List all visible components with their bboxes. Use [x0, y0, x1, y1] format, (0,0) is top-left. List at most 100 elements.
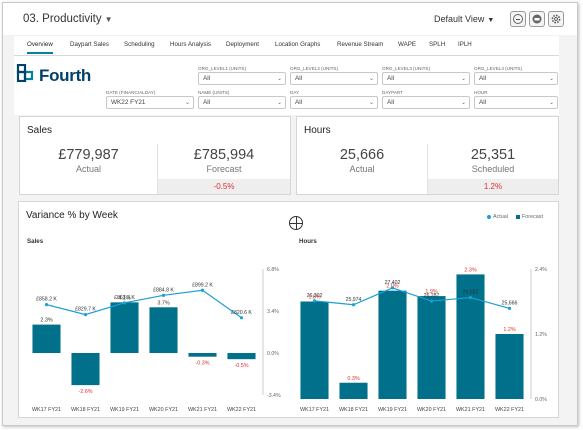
tab-daypart-sales[interactable]: Daypart Sales — [70, 41, 109, 48]
bar — [227, 353, 256, 360]
chevron-down-icon: ⌄ — [276, 76, 282, 82]
date-select[interactable]: WK22 FY21 ⌄ — [106, 96, 194, 109]
view-label: Default View — [434, 14, 485, 24]
tab-hours-analysis[interactable]: Hours Analysis — [170, 41, 211, 48]
tab-splh[interactable]: SPLH — [429, 41, 446, 48]
org-level2-value: All — [295, 75, 303, 82]
sales-chart-title: Sales — [27, 238, 44, 245]
y-tick-label: 0.0% — [267, 351, 279, 357]
line-data-label: £858.2 K — [36, 297, 57, 303]
chevron-down-icon: ▼ — [487, 17, 495, 24]
line-data-label: £829.7 K — [75, 307, 96, 313]
daypart-label: DAYPART — [382, 90, 403, 95]
y-tick-label: -3.4% — [267, 393, 281, 399]
line-data-label: £884.8 K — [153, 287, 174, 293]
x-tick-label: WK19 FY21 — [378, 407, 407, 413]
org-level2-select[interactable]: All ⌄ — [290, 72, 378, 85]
chevron-down-icon: ▼ — [104, 15, 113, 24]
tab-revenue-stream[interactable]: Revenue Stream — [337, 41, 384, 48]
org-level3-label: ORG_LEVEL3 (UNITS) — [382, 66, 430, 71]
tab-deployment[interactable]: Deployment — [226, 41, 260, 48]
bar-data-label: 0.3% — [347, 376, 359, 382]
sales-actual-label: Actual — [75, 164, 101, 174]
actual-series-line — [46, 289, 242, 319]
org-level4-label: ORG_LEVEL4 (UNITS) — [474, 66, 522, 71]
org-level4-select[interactable]: All ⌄ — [474, 72, 558, 85]
minus-circle-button[interactable] — [510, 11, 526, 27]
bar-data-label: 1.2% — [503, 327, 515, 333]
name-value: All — [203, 99, 211, 106]
day-label: DAY — [290, 90, 300, 95]
tab-scheduling[interactable]: Scheduling — [124, 41, 155, 48]
org-level1-value: All — [203, 75, 211, 82]
line-point — [83, 313, 88, 317]
name-select[interactable]: All ⌄ — [198, 96, 286, 109]
bar-data-label: 1.8% — [308, 295, 320, 301]
daypart-select[interactable]: All ⌄ — [382, 96, 470, 109]
date-label: DATE (FINANCIALDAY) — [106, 90, 156, 95]
bar-data-label: 3.7% — [157, 300, 169, 306]
hour-select[interactable]: All ⌄ — [474, 96, 558, 109]
view-selector[interactable]: Default View ▼ — [434, 14, 494, 24]
chevron-down-icon: ⌄ — [460, 76, 466, 82]
print-button[interactable] — [529, 11, 545, 27]
hours-variance: 1.2% — [428, 179, 558, 194]
bar — [456, 274, 485, 399]
hours-actual-value: 25,666 — [339, 147, 385, 163]
chevron-down-icon: ⌄ — [184, 100, 190, 106]
org-level3-select[interactable]: All ⌄ — [382, 72, 470, 85]
line-point — [351, 303, 356, 307]
line-point — [44, 303, 49, 307]
x-tick-label: WK20 FY21 — [417, 407, 446, 413]
line-data-label: 26,582 — [463, 290, 479, 296]
fourth-logo-text: Fourth — [39, 66, 92, 85]
tab-overview[interactable]: Overview — [27, 41, 53, 54]
variance-panel-title: Variance % by Week — [26, 210, 118, 221]
line-data-label: 26,302 — [307, 293, 323, 299]
x-tick-label: WK17 FY21 — [300, 407, 329, 413]
line-data-label: £820.6 K — [231, 310, 252, 316]
dashboard-title-dropdown[interactable]: 03. Productivity ▼ — [23, 13, 113, 25]
tab-wape[interactable]: WAPE — [398, 41, 416, 48]
y-tick-label: 1.2% — [535, 332, 547, 338]
y-tick-label: 2.4% — [535, 267, 547, 273]
divider — [427, 144, 428, 194]
x-tick-label: WK19 FY21 — [110, 407, 139, 413]
chevron-down-icon: ⌄ — [368, 100, 374, 106]
print-icon — [532, 14, 542, 24]
legend-forecast[interactable]: Forecast — [521, 214, 543, 220]
bar — [495, 334, 524, 399]
bar-data-label: 2.3% — [464, 267, 476, 273]
sales-forecast-value: £785,994 — [193, 147, 255, 163]
line-data-label: 25,666 — [502, 300, 518, 306]
line-data-label: 27,402 — [385, 280, 401, 286]
bar-data-label: 2.3% — [40, 318, 52, 324]
org-level2-label: ORG_LEVEL2 (UNITS) — [290, 66, 338, 71]
x-tick-label: WK21 FY21 — [188, 407, 217, 413]
line-point — [507, 306, 512, 311]
legend-actual[interactable]: Actual — [493, 214, 508, 220]
day-select[interactable]: All ⌄ — [290, 96, 378, 109]
x-tick-label: WK22 FY21 — [495, 407, 524, 413]
bar-data-label: 4.1% — [118, 295, 130, 301]
line-data-label: 25,974 — [346, 297, 362, 303]
tab-iplh[interactable]: IPLH — [458, 41, 472, 48]
sales-card-title: Sales — [27, 125, 53, 136]
y-tick-label: 0.0% — [535, 397, 547, 403]
bar — [417, 296, 446, 399]
bar-data-label: -2.6% — [78, 389, 92, 395]
tab-location-graphs[interactable]: Location Graphs — [275, 41, 321, 48]
org-level1-select[interactable]: All ⌄ — [198, 72, 286, 85]
minus-circle-icon — [513, 14, 523, 24]
variance-by-week-panel: Variance % by Week Actual Forecast Sales… — [18, 201, 559, 418]
sales-variance-chart: 6.8% 3.4% 0.0% -3.4% 2.3% WK17 FY21 -2.6% WK18 … — [32, 267, 281, 413]
settings-button[interactable] — [548, 11, 564, 27]
sales-variance: -0.5% — [158, 179, 290, 194]
gear-icon — [551, 14, 561, 24]
line-data-label: £899.2 K — [192, 282, 213, 288]
chevron-down-icon: ⌄ — [276, 100, 282, 106]
line-point — [429, 299, 434, 303]
hours-variance-chart: 2.4% 1.2% 0.0% 1.8% WK17 FY21 0.3% WK18 FY21 2.… — [300, 267, 547, 413]
top-bar: 03. Productivity ▼ Default View ▼ — [3, 3, 577, 35]
x-tick-label: WK18 FY21 — [339, 407, 368, 413]
